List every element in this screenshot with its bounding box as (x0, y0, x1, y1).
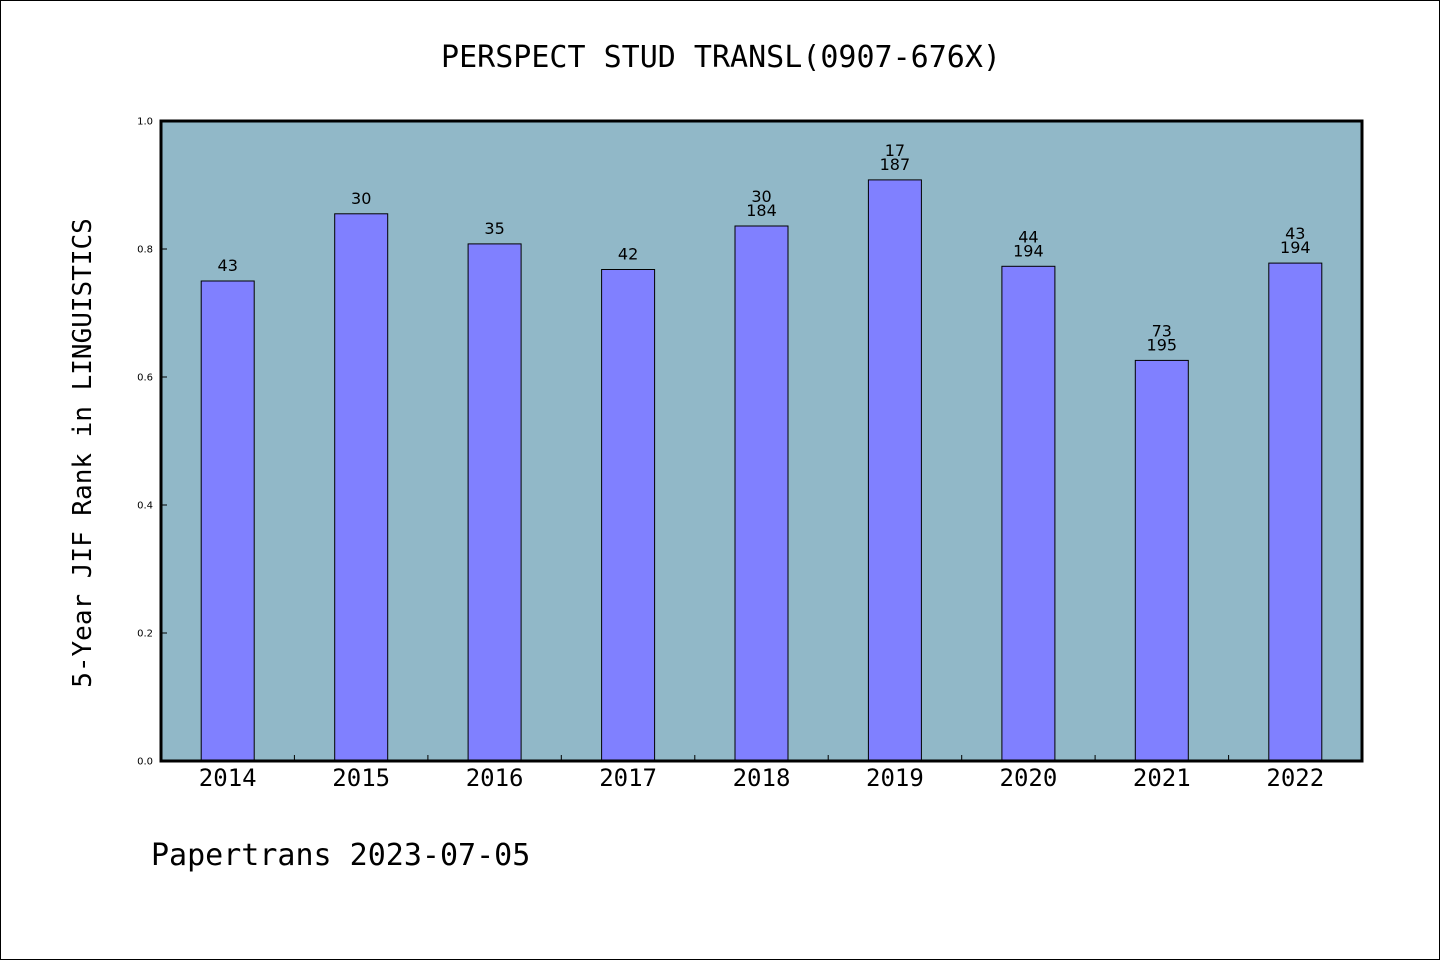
bar-2022 (1268, 262, 1323, 762)
y-tick-label-2: 0.4 (137, 501, 153, 512)
bar-label-2017-1: 42 (618, 245, 638, 264)
x-tick-label-2021: 2021 (1133, 764, 1191, 792)
bar-label-2022-1: 43 (1285, 224, 1305, 243)
bar-label-2021-1: 73 (1152, 321, 1172, 340)
bar-label-2016-1: 35 (484, 219, 504, 238)
footer-credit: Papertrans 2023-07-05 (151, 838, 530, 873)
bar-label-2018-1: 30 (751, 187, 771, 206)
x-tick-label-2014: 2014 (199, 764, 257, 792)
plot-border (159, 119, 1364, 763)
chart-title: PERSPECT STUD TRANSL(0907-676X) (441, 40, 1001, 75)
bar-2021 (1134, 359, 1189, 762)
y-tick-label-5: 1.0 (137, 117, 153, 128)
x-tick-label-2015: 2015 (332, 764, 390, 792)
x-tick-label-2022: 2022 (1266, 764, 1324, 792)
bar-2016 (467, 243, 522, 762)
bar-2018 (734, 225, 789, 762)
bar-2020 (1001, 265, 1056, 762)
bar-label-2014-1: 43 (218, 256, 238, 275)
x-ticks-layer: 2014 2015 2016 2017 2018 2019 2020 2021 2022 (199, 755, 1324, 792)
bar-label-2020-1: 44 (1018, 227, 1038, 246)
bar-2015 (334, 213, 389, 762)
bar-label-2020-2: 194 (1013, 241, 1044, 260)
y-tick-label-3: 0.6 (137, 373, 153, 384)
x-tick-label-2018: 2018 (733, 764, 791, 792)
bar-label-2019-1: 17 (885, 141, 905, 160)
x-tick-label-2019: 2019 (866, 764, 924, 792)
bar-label-2019-2: 187 (880, 155, 911, 174)
bar-label-2018-2: 184 (746, 201, 777, 220)
bar-label-2022-2: 194 (1280, 238, 1311, 257)
x-tick-label-2017: 2017 (599, 764, 657, 792)
y-axis-label: 5-Year JIF Rank in LINGUISTICS (68, 218, 98, 688)
y-tick-label-4: 0.8 (137, 245, 153, 256)
bar-label-2015-1: 30 (351, 189, 371, 208)
bars-layer (200, 179, 1323, 762)
y-tick-label-0: 0.0 (137, 757, 153, 768)
bar-2019 (867, 179, 922, 762)
bar-2017 (601, 269, 656, 762)
x-tick-label-2020: 2020 (1000, 764, 1058, 792)
bar-2014 (200, 280, 255, 762)
y-tick-label-1: 0.2 (137, 629, 153, 640)
x-tick-label-2016: 2016 (466, 764, 524, 792)
bar-label-2021-2: 195 (1147, 335, 1178, 354)
